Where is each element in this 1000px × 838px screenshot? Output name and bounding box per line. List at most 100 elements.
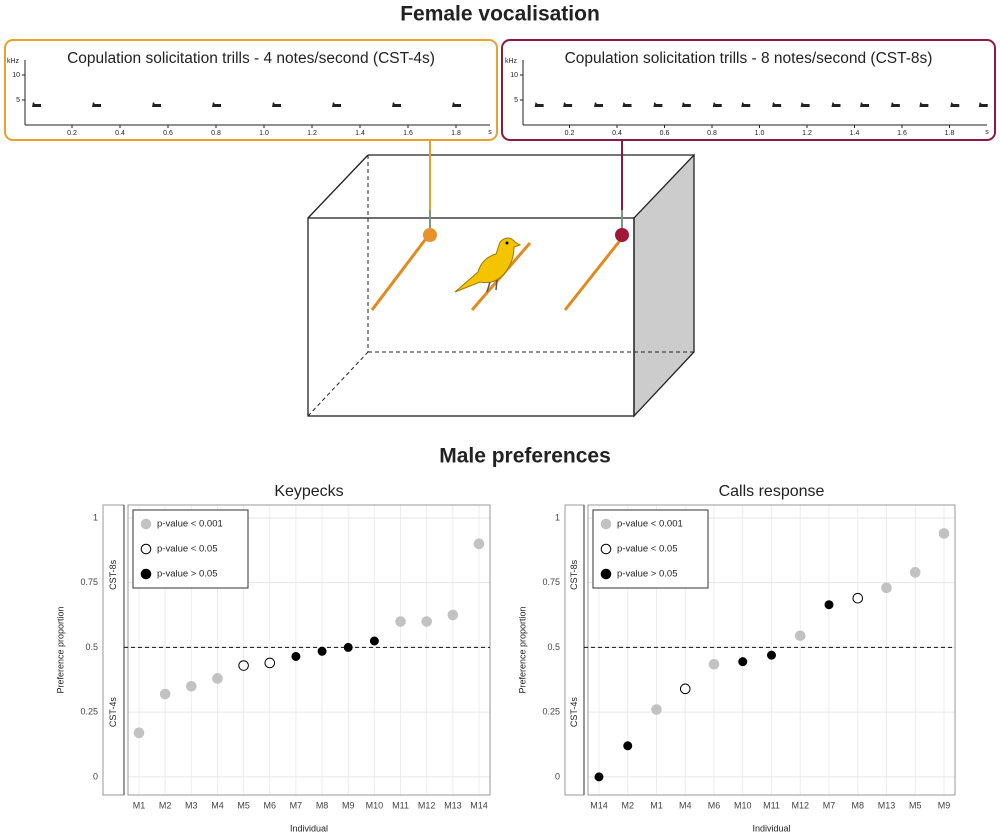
point: [938, 528, 950, 539]
legend-marker: [140, 568, 152, 580]
legend-frame: [132, 509, 249, 589]
note: [152, 102, 161, 107]
point: [291, 651, 301, 661]
note: [594, 102, 603, 107]
section-title: Male preferences: [439, 445, 611, 468]
x-tick-label: 0.6: [163, 130, 173, 137]
legend-label: p-value < 0.001: [157, 519, 223, 530]
point: [852, 592, 864, 604]
point: [421, 616, 432, 627]
canary: [454, 237, 522, 293]
x-tick-label: M10: [734, 800, 752, 810]
note: [860, 102, 869, 107]
note: [272, 102, 281, 107]
note: [741, 102, 751, 107]
point: [159, 688, 171, 700]
x-tick-label: 1.2: [802, 130, 812, 137]
speaker: [615, 228, 629, 242]
note: [653, 102, 663, 107]
x-tick-label: M14: [470, 800, 488, 810]
x-tick-label: M3: [185, 800, 198, 810]
x-tick-label: M6: [708, 800, 721, 810]
x-tick-label: 0.8: [211, 130, 221, 137]
point: [679, 683, 691, 695]
point: [395, 616, 406, 627]
x-axis-label: Individual: [290, 823, 328, 833]
note: [332, 102, 341, 107]
hidden-edge: [307, 351, 369, 417]
x-tick-label: M1: [650, 800, 663, 810]
x-tick-label: M12: [791, 800, 809, 810]
plot-frame: [587, 504, 956, 796]
x-tick-label: 0.8: [707, 130, 717, 137]
cage-front: [307, 217, 635, 417]
x-tick-label: 1.8: [945, 130, 955, 137]
figure-title: Female vocalisation: [400, 3, 600, 26]
note: [681, 102, 691, 107]
x-unit: s: [488, 129, 492, 136]
point: [447, 609, 459, 621]
legend-label: p-value > 0.05: [617, 569, 677, 580]
y-tick-label: 0.75: [542, 577, 560, 587]
speaker: [423, 228, 437, 242]
panel-frame: [4, 39, 498, 141]
point: [738, 657, 748, 667]
point: [824, 600, 834, 610]
cage-side: [633, 153, 695, 418]
note: [452, 102, 461, 107]
x-tick-label: M7: [823, 800, 836, 810]
y-tick-label: 0.25: [80, 707, 98, 717]
legend-marker: [140, 543, 152, 555]
y-unit: kHz: [505, 58, 518, 65]
x-tick-label: M13: [878, 800, 896, 810]
note: [890, 102, 900, 107]
x-unit: s: [985, 129, 989, 136]
legend-marker: [600, 518, 612, 530]
y-tick-label: 1: [93, 512, 98, 522]
strip-label: CST-8s: [108, 559, 118, 590]
perch: [563, 237, 624, 311]
x-tick-label: M14: [590, 800, 608, 810]
plot-frame: [127, 504, 491, 796]
x-tick-label: 1.0: [755, 130, 765, 137]
point: [881, 582, 892, 594]
note: [534, 102, 544, 107]
point: [651, 704, 662, 715]
point: [623, 741, 633, 751]
x-tick-label: M11: [392, 800, 409, 810]
x-tick-label: M6: [264, 800, 277, 810]
edge: [307, 154, 369, 219]
y-tick-label: 5: [16, 97, 20, 104]
x-tick-label: 0.2: [67, 130, 77, 137]
point: [212, 673, 223, 684]
y-tick-label: 5: [514, 97, 518, 104]
note: [978, 102, 988, 107]
x-tick-label: M4: [211, 800, 224, 810]
point: [909, 567, 921, 578]
legend-frame: [592, 509, 709, 589]
point: [369, 636, 379, 646]
point: [473, 538, 485, 550]
y-tick-label: 10: [510, 72, 518, 79]
legend-label: p-value < 0.05: [617, 544, 677, 555]
legend-marker: [600, 543, 612, 555]
y-tick-label: 0.75: [80, 577, 98, 587]
note: [950, 102, 960, 107]
x-axis-label: Individual: [752, 823, 790, 833]
point: [264, 657, 276, 669]
x-tick-label: M13: [444, 800, 462, 810]
x-tick-label: 1.4: [355, 130, 365, 137]
x-tick-label: M1: [133, 800, 146, 810]
legend-label: p-value < 0.05: [157, 544, 217, 555]
x-tick-label: M11: [763, 800, 780, 810]
y-tick-label: 0: [93, 771, 98, 781]
strip-label: CST-8s: [569, 559, 579, 590]
x-tick-label: M5: [909, 800, 922, 810]
x-tick-label: M5: [237, 800, 250, 810]
note: [712, 102, 722, 107]
x-tick-label: 1.4: [850, 130, 860, 137]
x-tick-label: M7: [290, 800, 303, 810]
y-axis-label: Preference proportion: [517, 606, 527, 693]
x-tick-label: M8: [851, 800, 864, 810]
panel-title: Copulation solicitation trills - 4 notes…: [67, 50, 435, 67]
